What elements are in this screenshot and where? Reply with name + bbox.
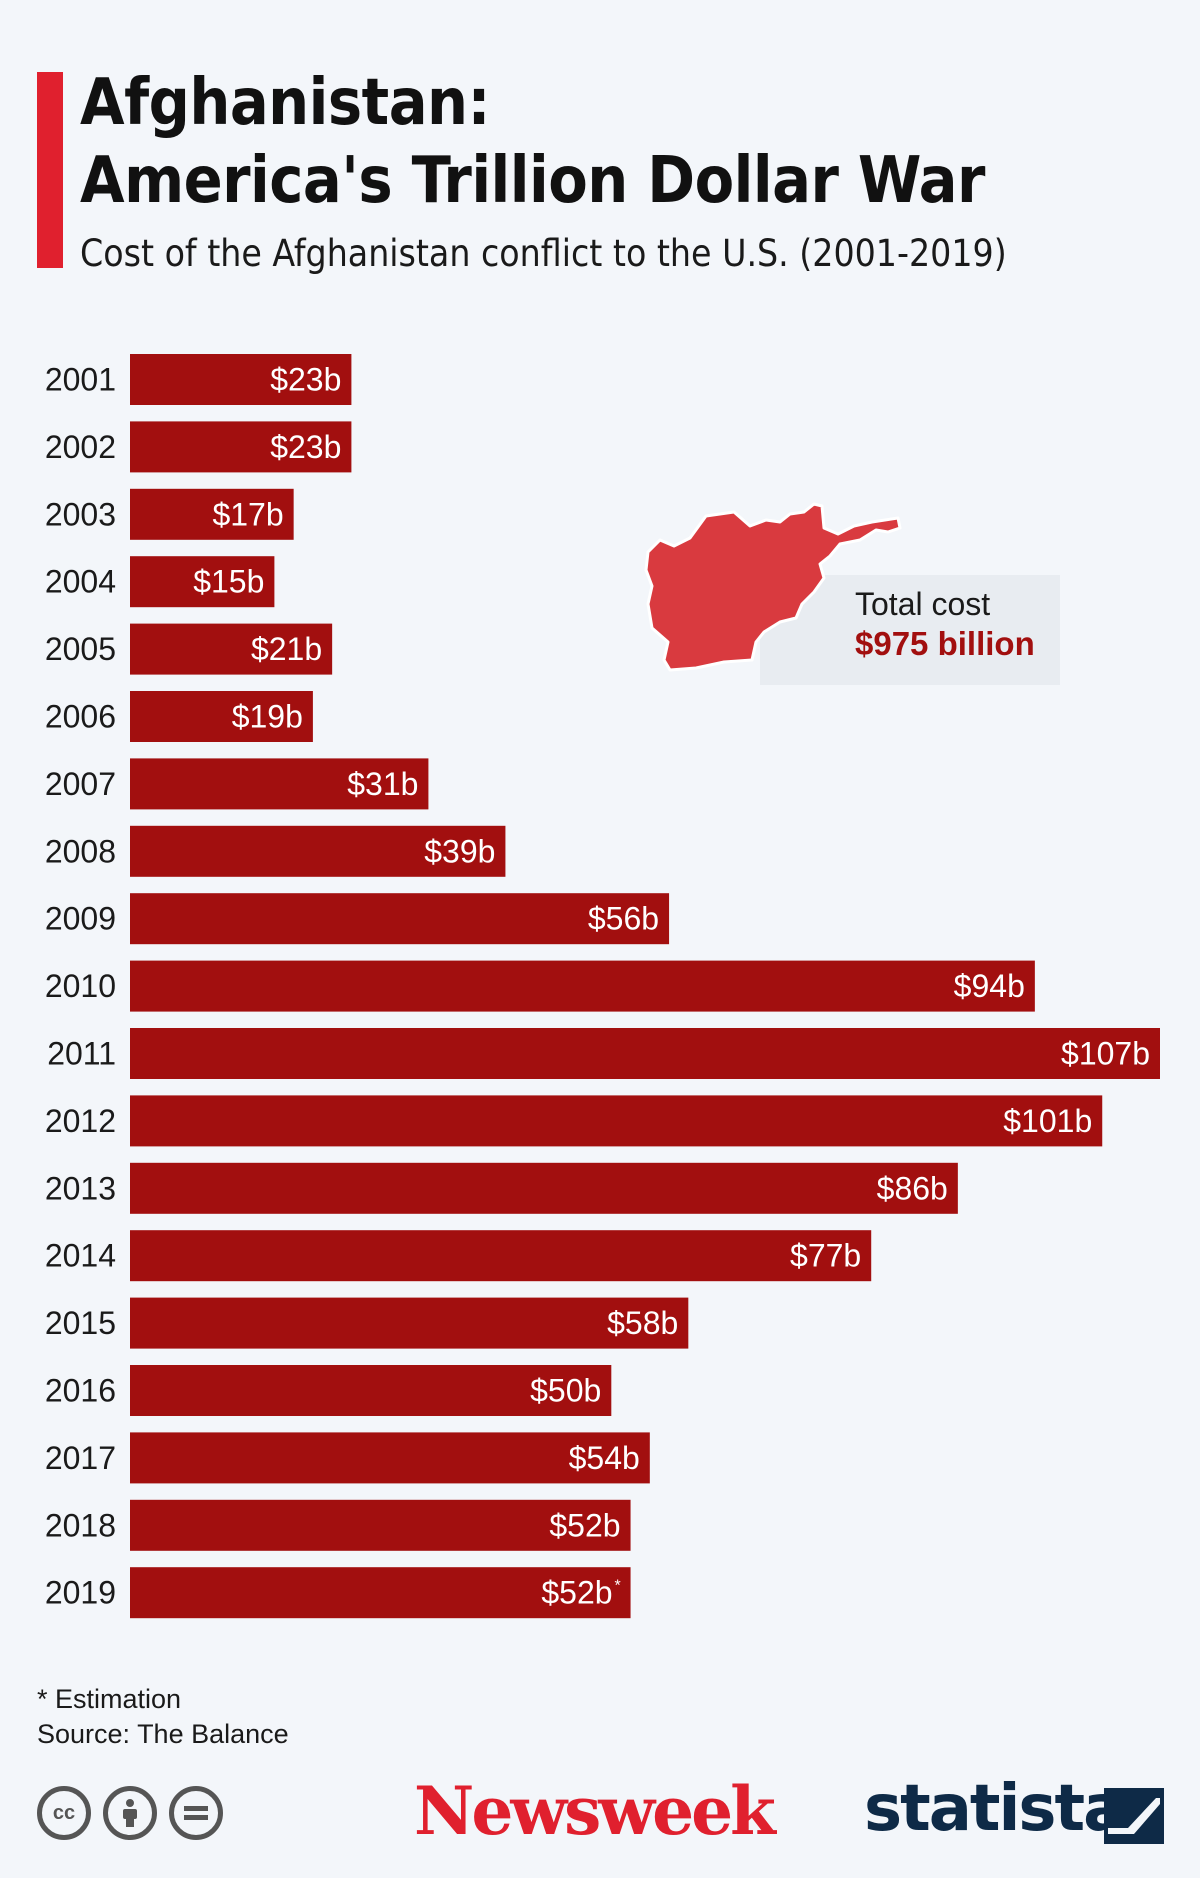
total-cost-value: $975 billion (855, 625, 1035, 662)
bar (130, 1499, 631, 1551)
value-label: $21b (251, 631, 322, 667)
bar (130, 488, 294, 540)
license-icons: cc (37, 1786, 223, 1840)
year-label: 2014 (45, 1238, 116, 1274)
year-label: 2013 (45, 1170, 116, 1206)
value-label: $107b (1061, 1036, 1150, 1072)
newsweek-logo[interactable]: Newsweek (414, 1772, 776, 1850)
bar (130, 1230, 872, 1282)
bar (130, 1365, 612, 1416)
value-label: $15b (193, 564, 264, 600)
title-line-2: America's Trillion Dollar War (80, 144, 985, 218)
year-label: 2017 (45, 1440, 116, 1476)
value-label: $86b (877, 1170, 948, 1206)
bar (130, 623, 333, 675)
chart-subtitle: Cost of the Afghanistan conflict to the … (80, 232, 1007, 275)
bar (130, 893, 670, 945)
bar-chart: 2001 $23b 2002 $23b 2003 $17b 2004 $15b 2005 $21b… (45, 354, 1160, 1619)
title-accent-bar (37, 72, 63, 268)
bar (130, 1432, 650, 1484)
value-label: $23b (270, 429, 341, 465)
value-label: $39b (424, 833, 495, 869)
bar (130, 1028, 1160, 1079)
no-derivatives-icon[interactable] (169, 1786, 223, 1840)
value-label: $52b (549, 1507, 620, 1543)
value-label: $50b (530, 1373, 601, 1409)
footnotes: * Estimation Source: The Balance (37, 1682, 289, 1752)
value-label: $58b (607, 1305, 678, 1341)
value-label: $52b (541, 1575, 612, 1611)
bar (130, 825, 506, 877)
value-label: $77b (790, 1238, 861, 1274)
year-label: 2004 (45, 564, 116, 600)
bar (130, 421, 352, 473)
bar (130, 1297, 689, 1349)
year-label: 2001 (45, 362, 116, 398)
year-label: 2015 (45, 1305, 116, 1341)
estimation-note: * Estimation (37, 1684, 182, 1714)
year-label: 2006 (45, 699, 116, 735)
year-label: 2007 (45, 766, 116, 802)
year-label: 2009 (45, 901, 116, 937)
value-label: $101b (1003, 1103, 1092, 1139)
year-label: 2002 (45, 429, 116, 465)
value-label: $31b (347, 766, 418, 802)
year-label: 2003 (45, 496, 116, 532)
value-label: $94b (954, 968, 1025, 1004)
estimation-mark: * (615, 1578, 621, 1595)
bar (130, 1162, 958, 1214)
afghanistan-map-icon (644, 502, 902, 672)
bar (130, 1095, 1103, 1147)
statista-mark-icon (1104, 1788, 1164, 1844)
bar (130, 758, 429, 810)
year-label: 2012 (45, 1103, 116, 1139)
source-note: Source: The Balance (37, 1719, 289, 1749)
bar (130, 1567, 631, 1619)
title-line-1: Afghanistan: (80, 66, 491, 140)
value-label: $17b (212, 496, 283, 532)
year-label: 2008 (45, 833, 116, 869)
total-cost-label: Total cost (855, 586, 991, 622)
value-label: $19b (232, 699, 303, 735)
bar (130, 556, 275, 608)
cc-icon[interactable]: cc (37, 1786, 91, 1840)
statista-logo[interactable]: statista (864, 1772, 1126, 1846)
chart-title: Afghanistan: America's Trillion Dollar W… (80, 64, 985, 220)
year-label: 2018 (45, 1507, 116, 1543)
attribution-icon[interactable] (103, 1786, 157, 1840)
value-label: $23b (270, 362, 341, 398)
year-label: 2005 (45, 631, 116, 667)
year-label: 2011 (47, 1036, 116, 1072)
value-label: $54b (569, 1440, 640, 1476)
year-label: 2016 (45, 1373, 116, 1409)
bar (130, 691, 313, 742)
year-label: 2010 (45, 968, 116, 1004)
year-label: 2019 (45, 1575, 116, 1611)
bar (130, 354, 352, 405)
bar (130, 960, 1035, 1012)
value-label: $56b (588, 901, 659, 937)
